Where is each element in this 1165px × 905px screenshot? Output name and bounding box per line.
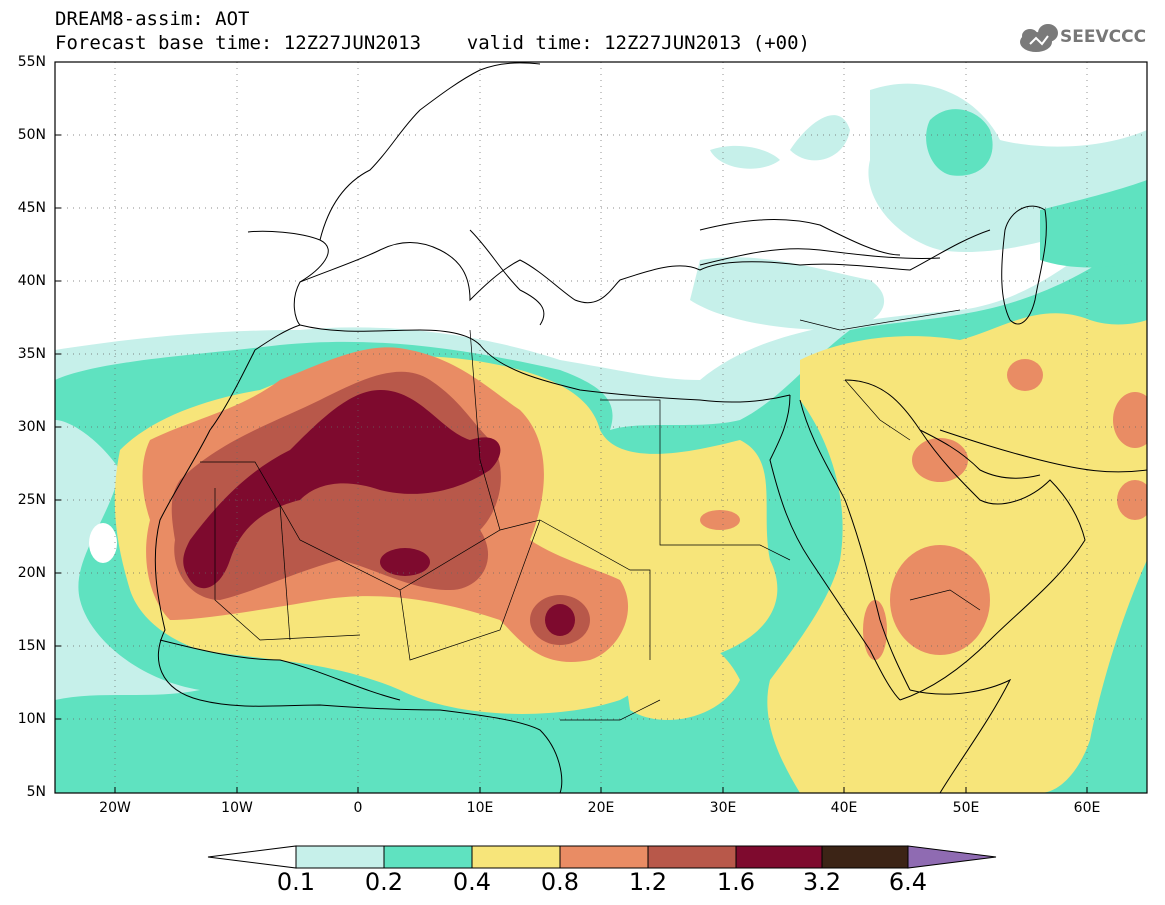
colorbar-label: 0.8 — [540, 868, 580, 896]
colorbar-label: 0.4 — [452, 868, 492, 896]
colorbar-label: 0.2 — [364, 868, 404, 896]
lat-label: 55N — [17, 54, 46, 70]
lat-label: 30N — [17, 419, 46, 435]
colorbar-high-arrow — [907, 845, 997, 869]
lat-label: 20N — [17, 565, 46, 581]
tick-marks — [55, 61, 1088, 793]
lon-label: 50E — [952, 800, 980, 816]
aot-contours — [55, 62, 1147, 793]
borders — [200, 309, 981, 721]
seevccc-logo-cloud-icon — [1020, 24, 1058, 52]
lat-label: 5N — [26, 784, 46, 800]
colorbar-label: 6.4 — [888, 868, 928, 896]
lon-label: 60E — [1073, 800, 1101, 816]
colorbar-bin — [735, 845, 823, 869]
colorbar-bin — [559, 845, 649, 869]
lon-label: 0 — [353, 800, 363, 816]
lat-label: 15N — [17, 638, 46, 654]
colorbar-bin — [383, 845, 473, 869]
graticule — [55, 62, 1147, 793]
seevccc-logo-text: SEEVCCC — [1060, 27, 1147, 47]
colorbar-bin — [471, 845, 561, 869]
lon-label: 30E — [709, 800, 737, 816]
map-title: DREAM8-assim: AOT — [55, 8, 250, 30]
forecast-time-line: Forecast base time: 12Z27JUN2013 valid t… — [55, 32, 810, 54]
colorbar-bin — [295, 845, 385, 869]
lon-label: 20E — [587, 800, 615, 816]
lon-label: 40E — [830, 800, 858, 816]
lon-label: 20W — [99, 800, 131, 816]
colorbar-label: 0.1 — [276, 868, 316, 896]
lon-label: 10E — [466, 800, 494, 816]
coastlines — [154, 62, 1147, 793]
lat-label: 35N — [17, 346, 46, 362]
colorbar-label: 3.2 — [802, 868, 842, 896]
colorbar-label: 1.2 — [628, 868, 668, 896]
colorbar-bin — [647, 845, 737, 869]
lat-label: 50N — [17, 127, 46, 143]
lat-label: 25N — [17, 492, 46, 508]
colorbar-label: 1.6 — [716, 868, 756, 896]
lat-label: 40N — [17, 273, 46, 289]
lat-label: 45N — [17, 200, 46, 216]
colorbar — [207, 845, 997, 869]
lon-label: 10W — [221, 800, 253, 816]
lat-label: 10N — [17, 711, 46, 727]
colorbar-bin — [821, 845, 909, 869]
aot-level-1.6 — [183, 390, 575, 636]
colorbar-low-arrow — [207, 845, 297, 869]
